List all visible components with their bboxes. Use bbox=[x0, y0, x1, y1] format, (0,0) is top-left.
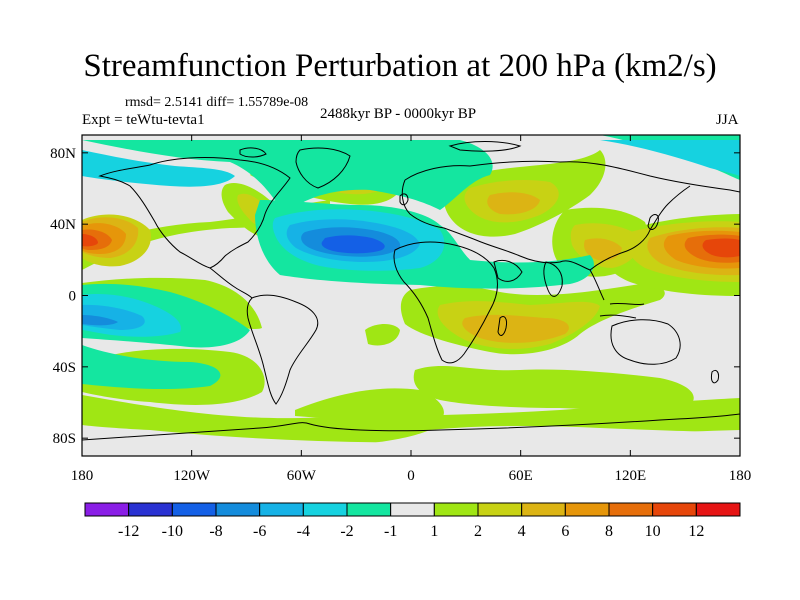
colorbar-label: 1 bbox=[430, 523, 438, 540]
colorbar-swatch bbox=[608, 502, 654, 517]
colorbar-swatch bbox=[695, 502, 741, 517]
colorbar-label: -2 bbox=[340, 523, 353, 540]
colorbar-swatch bbox=[652, 502, 697, 517]
colorbar-swatch bbox=[521, 502, 566, 517]
x-tick-label: 180 bbox=[729, 468, 752, 484]
peak-negative-fill bbox=[321, 235, 385, 254]
colorbar-label: -8 bbox=[209, 523, 222, 540]
y-tick-label: 40S bbox=[53, 360, 76, 376]
x-tick-label: 120W bbox=[173, 468, 211, 484]
coast-southeast-asia bbox=[589, 269, 645, 319]
x-axis-ticks: 180 120W 60W 0 60E 120E 180 bbox=[71, 135, 752, 484]
coast-africa bbox=[393, 241, 498, 364]
colorbar-label: -10 bbox=[162, 523, 183, 540]
y-tick-label: 80S bbox=[53, 431, 76, 447]
coast-australia bbox=[610, 319, 681, 365]
coast-eurasia bbox=[401, 160, 740, 271]
colorbar-swatch bbox=[564, 502, 610, 517]
colorbar: -12 -10 -8 -6 -4 -2 -1 1 2 4 6 8 10 12 bbox=[84, 502, 741, 540]
field-layer bbox=[82, 135, 740, 456]
chart-title: Streamfunction Perturbation at 200 hPa (… bbox=[83, 48, 717, 84]
period-label: 2488kyr BP - 0000kyr BP bbox=[320, 106, 477, 122]
coast-central-america bbox=[209, 267, 253, 299]
colorbar-label: 12 bbox=[688, 523, 704, 540]
y-tick-label: 40N bbox=[50, 217, 76, 233]
coast-antarctica bbox=[82, 413, 740, 441]
coast-arabia bbox=[493, 259, 523, 282]
y-tick-label: 0 bbox=[69, 289, 77, 305]
coast-british-isles bbox=[399, 193, 409, 206]
colorbar-swatch bbox=[390, 502, 435, 517]
colorbar-label: 6 bbox=[561, 523, 569, 540]
colorbar-label: 8 bbox=[605, 523, 613, 540]
coast-india bbox=[543, 261, 563, 297]
coast-madagascar bbox=[497, 315, 507, 336]
colorbar-swatch bbox=[171, 502, 217, 517]
coast-new-zealand bbox=[711, 369, 719, 384]
coast-north-america bbox=[98, 157, 291, 269]
colorbar-swatch bbox=[477, 502, 523, 517]
coast-arctic-islands bbox=[239, 141, 522, 158]
coast-greenland bbox=[295, 147, 351, 189]
experiment-label: Expt = teWtu-tevta1 bbox=[82, 112, 205, 128]
colorbar-label: -6 bbox=[253, 523, 266, 540]
x-tick-label: 120E bbox=[614, 468, 646, 484]
colorbar-swatch bbox=[433, 502, 479, 517]
colorbar-label: -12 bbox=[118, 523, 139, 540]
colorbar-swatch bbox=[84, 502, 130, 517]
colorbar-swatch bbox=[215, 502, 261, 517]
coast-south-america bbox=[246, 294, 319, 405]
x-tick-label: 180 bbox=[71, 468, 94, 484]
peak-positive-fill bbox=[82, 223, 740, 269]
y-axis-ticks: 80N 40N 0 40S 80S bbox=[50, 146, 740, 447]
colorbar-swatch bbox=[128, 502, 173, 517]
colorbar-swatch bbox=[259, 502, 304, 517]
colorbar-swatch bbox=[346, 502, 392, 517]
x-tick-label: 60E bbox=[509, 468, 533, 484]
coastlines bbox=[82, 141, 740, 441]
colorbar-swatch bbox=[302, 502, 348, 517]
coast-japan bbox=[647, 214, 659, 230]
x-tick-label: 60W bbox=[287, 468, 317, 484]
x-tick-label: 0 bbox=[407, 468, 415, 484]
colorbar-label: -1 bbox=[384, 523, 397, 540]
colorbar-label: 2 bbox=[474, 523, 482, 540]
colorbar-label: 10 bbox=[645, 523, 661, 540]
colorbar-label: -4 bbox=[297, 523, 310, 540]
stats-label: rmsd= 2.5141 diff= 1.55789e-08 bbox=[125, 95, 309, 110]
y-tick-label: 80N bbox=[50, 146, 76, 162]
colorbar-label: 4 bbox=[518, 523, 526, 540]
season-label: JJA bbox=[716, 112, 739, 128]
